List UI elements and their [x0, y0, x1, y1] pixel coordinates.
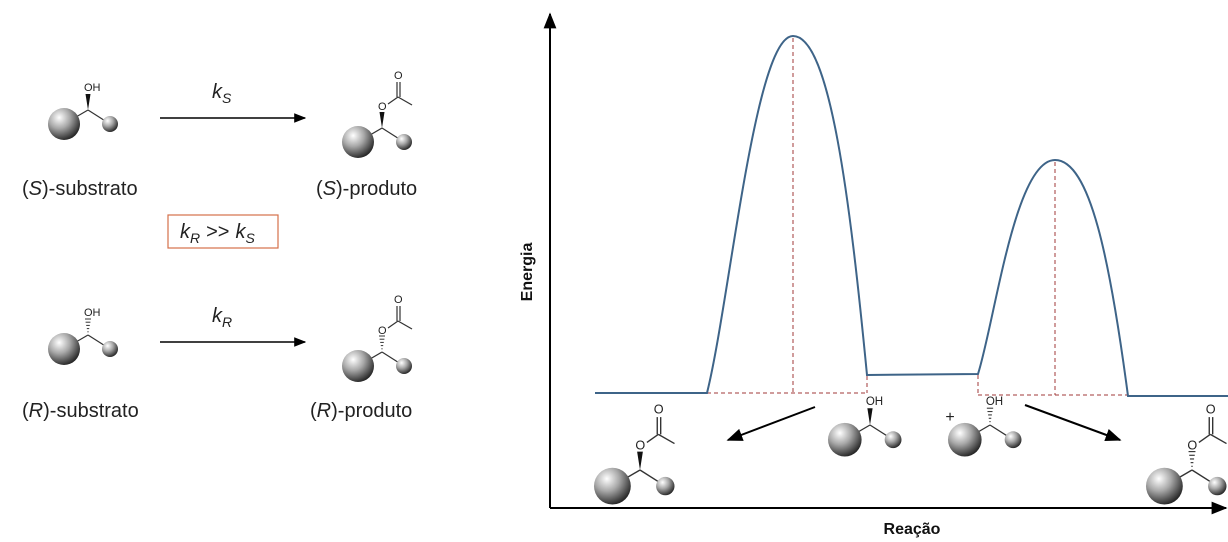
atom-label: O [654, 403, 664, 417]
atom-label: O [378, 101, 387, 113]
bond [397, 96, 413, 106]
product-molecule: OO [342, 294, 413, 382]
product-molecule: OO [594, 403, 675, 505]
sphere [948, 422, 982, 457]
sphere [884, 431, 902, 449]
atom-label: O [1187, 438, 1197, 452]
reaction-arrow [1024, 404, 1122, 442]
bond [1210, 433, 1227, 445]
product-molecule: OO [1146, 403, 1227, 505]
wedge-bond [379, 112, 385, 128]
reference-lines [707, 38, 1128, 396]
sphere [396, 358, 412, 374]
sphere [342, 126, 374, 158]
atom-label: OH [84, 82, 101, 94]
substrate-label: (S)-substrato [22, 178, 138, 200]
wedge-bond [85, 94, 91, 110]
sphere [828, 422, 862, 457]
atom-label: O [635, 438, 645, 452]
atom-label: O [394, 294, 403, 306]
comparison: kR >> kS [180, 221, 255, 246]
sphere [396, 134, 412, 150]
wedge-bond [637, 451, 643, 470]
atom-label: O [394, 70, 403, 82]
sphere [102, 116, 118, 132]
y-axis-label: Energia [519, 243, 536, 302]
bond [397, 320, 413, 330]
substrate-molecule: OH [948, 396, 1022, 457]
substrate-molecule: OH [48, 307, 118, 365]
sphere [1146, 467, 1183, 505]
sphere [656, 476, 675, 496]
plus-sign: + [945, 409, 954, 426]
sphere [1004, 431, 1022, 449]
atom-label: O [1206, 403, 1216, 417]
atom-label: OH [866, 396, 883, 408]
product-molecule: OO [342, 70, 413, 158]
atom-label: OH [986, 396, 1003, 408]
sphere [342, 350, 374, 382]
substrate-label: (R)-substrato [22, 400, 139, 422]
product-label: (R)-produto [310, 400, 412, 422]
bond [387, 320, 399, 329]
x-axis-label: Reação [884, 521, 941, 538]
comparison-box [167, 214, 279, 249]
bond [387, 96, 399, 105]
substrate-molecule: OH [828, 396, 902, 457]
sphere [48, 333, 80, 365]
sphere [102, 341, 118, 357]
sphere [594, 467, 631, 505]
energy-profile [595, 34, 1228, 397]
atom-label: O [378, 325, 387, 337]
atom-label: OH [84, 307, 101, 319]
substrate-molecule: OH [48, 82, 118, 140]
bond [658, 433, 675, 445]
reaction-arrow [726, 406, 816, 441]
rate-label: kS [212, 81, 232, 106]
sphere [1208, 476, 1227, 496]
sphere [48, 108, 80, 140]
rate-label: kR [212, 305, 232, 330]
wedge-bond [867, 408, 873, 425]
product-label: (S)-produto [316, 178, 417, 200]
bond [1198, 433, 1211, 443]
bond [646, 433, 659, 443]
